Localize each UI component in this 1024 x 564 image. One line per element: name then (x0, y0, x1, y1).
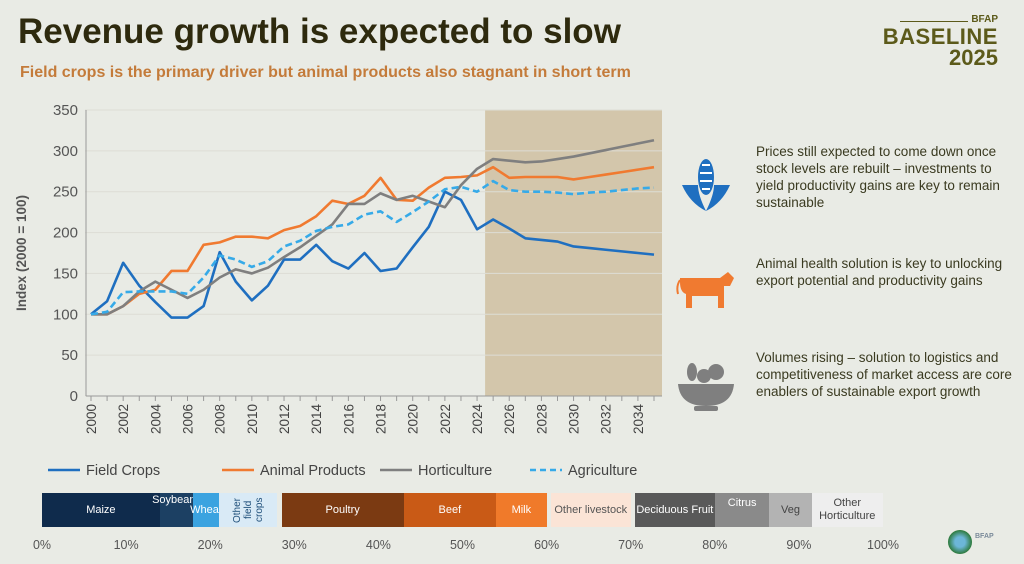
baseline-logo: BFAP BASELINE 2025 (880, 14, 998, 70)
segment-label: Veg (780, 503, 800, 516)
bfap-footer-logo (948, 530, 972, 554)
segment-label: Other Horticulture (819, 497, 876, 522)
x-tick-label: 2004 (148, 404, 163, 435)
segment-other-field-crops: Other field crops (218, 493, 278, 527)
segment-citrus: Citrus (714, 493, 770, 527)
y-axis-label: Index (2000 = 100) (14, 195, 29, 311)
percent-tick-label: 80% (702, 538, 728, 552)
segment-veg: Veg (769, 493, 812, 527)
segment-wheat: Wheat (190, 493, 222, 527)
segment-label: Maize (86, 503, 116, 516)
subtitle: Field crops is the primary driver but an… (20, 64, 631, 81)
x-tick-label: 2020 (406, 404, 421, 434)
x-tick-label: 2016 (341, 404, 356, 434)
page-title: Revenue growth is expected to slow (18, 12, 621, 51)
x-tick-label: 2012 (277, 404, 292, 434)
segment-deciduous-fruit: Deciduous Fruit (634, 493, 715, 527)
x-tick-label: 2002 (116, 404, 131, 434)
x-tick-label: 2034 (631, 404, 646, 435)
percent-tick-label: 20% (197, 538, 223, 552)
percent-tick-label: 90% (786, 538, 812, 552)
segment-label: Poultry (325, 503, 360, 516)
segment-poultry: Poultry (281, 493, 404, 527)
percent-tick-label: 30% (281, 538, 307, 552)
x-tick-label: 2024 (470, 404, 485, 435)
segment-milk: Milk (496, 493, 547, 527)
percent-tick-label: 70% (618, 538, 644, 552)
series-line-agriculture (90, 179, 655, 316)
segment-soybeans: Soybeans (152, 493, 201, 527)
segment-label: Other livestock (554, 503, 628, 516)
corn-icon (676, 155, 736, 220)
percent-tick-label: 40% (365, 538, 391, 552)
segment-beef: Beef (403, 493, 497, 527)
segment-label: Wheat (190, 503, 222, 516)
note-text: Animal health solution is key to unlocki… (756, 256, 1003, 288)
x-tick-label: 2010 (245, 404, 260, 434)
x-tick-label: 2018 (374, 404, 389, 434)
segment-label: Milk (511, 503, 532, 516)
x-tick-label: 2014 (309, 404, 324, 435)
percent-tick-label: 60% (534, 538, 560, 552)
fruit-bowl-icon (676, 356, 736, 417)
segment-other-horticulture: Other Horticulture (811, 493, 883, 527)
percent-tick-label: 50% (449, 538, 476, 552)
series-line-field-crops (90, 190, 655, 319)
line-chart: 0 50 100 150 200 250 300 350 2000 2002 2004 2006 200… (14, 102, 662, 479)
x-tick-label: 2028 (534, 404, 549, 434)
y-tick-label: 300 (53, 143, 78, 160)
y-tick-label: 100 (53, 306, 78, 323)
segment-label: Soybeans (152, 494, 202, 506)
segment-label: Beef (438, 503, 462, 516)
x-tick-label: 2006 (181, 404, 196, 434)
legend-label: Agriculture (568, 463, 637, 479)
series-line-horticulture (91, 138, 655, 316)
note-text: Volumes rising – solution to logistics a… (756, 350, 1012, 399)
x-tick-label: 2008 (213, 404, 228, 434)
x-tick-label: 2026 (502, 404, 517, 434)
x-tick-label: 2032 (599, 404, 614, 434)
percent-tick-label: 0% (32, 538, 52, 552)
y-tick-label: 200 (53, 225, 78, 242)
segment-other-livestock: Other livestock (550, 493, 631, 527)
y-tick-label: 50 (61, 347, 78, 364)
segment-label: Deciduous Fruit (636, 503, 714, 516)
series-line-animal-products (91, 165, 655, 316)
logo-year: 2025 (949, 45, 998, 70)
legend-label: Horticulture (418, 463, 492, 479)
percent-tick-label: 100% (867, 538, 899, 552)
note-text: Prices still expected to come down once … (756, 144, 1000, 210)
logo-bfap: BFAP (971, 14, 998, 25)
x-tick-label: 2030 (567, 404, 582, 434)
y-tick-label: 150 (53, 265, 78, 282)
composition-bar: Maize Soybeans Wheat Other field crops Poult… (0, 490, 1024, 564)
y-tick-label: 0 (70, 388, 78, 405)
segment-label: Other field crops (231, 497, 265, 523)
y-tick-label: 250 (53, 184, 78, 201)
footer-logo-text: BFAP (975, 533, 994, 540)
x-tick-label: 2000 (84, 404, 99, 434)
segment-label: Citrus (727, 497, 757, 509)
x-tick-label: 2022 (438, 404, 453, 434)
legend-label: Field Crops (86, 463, 160, 479)
segment-maize: Maize (42, 493, 160, 527)
cow-icon (676, 268, 736, 317)
logo-baseline: BASELINE (882, 24, 998, 49)
percent-tick-label: 10% (113, 538, 139, 552)
y-tick-label: 350 (53, 102, 78, 119)
legend-label: Animal Products (260, 463, 366, 479)
